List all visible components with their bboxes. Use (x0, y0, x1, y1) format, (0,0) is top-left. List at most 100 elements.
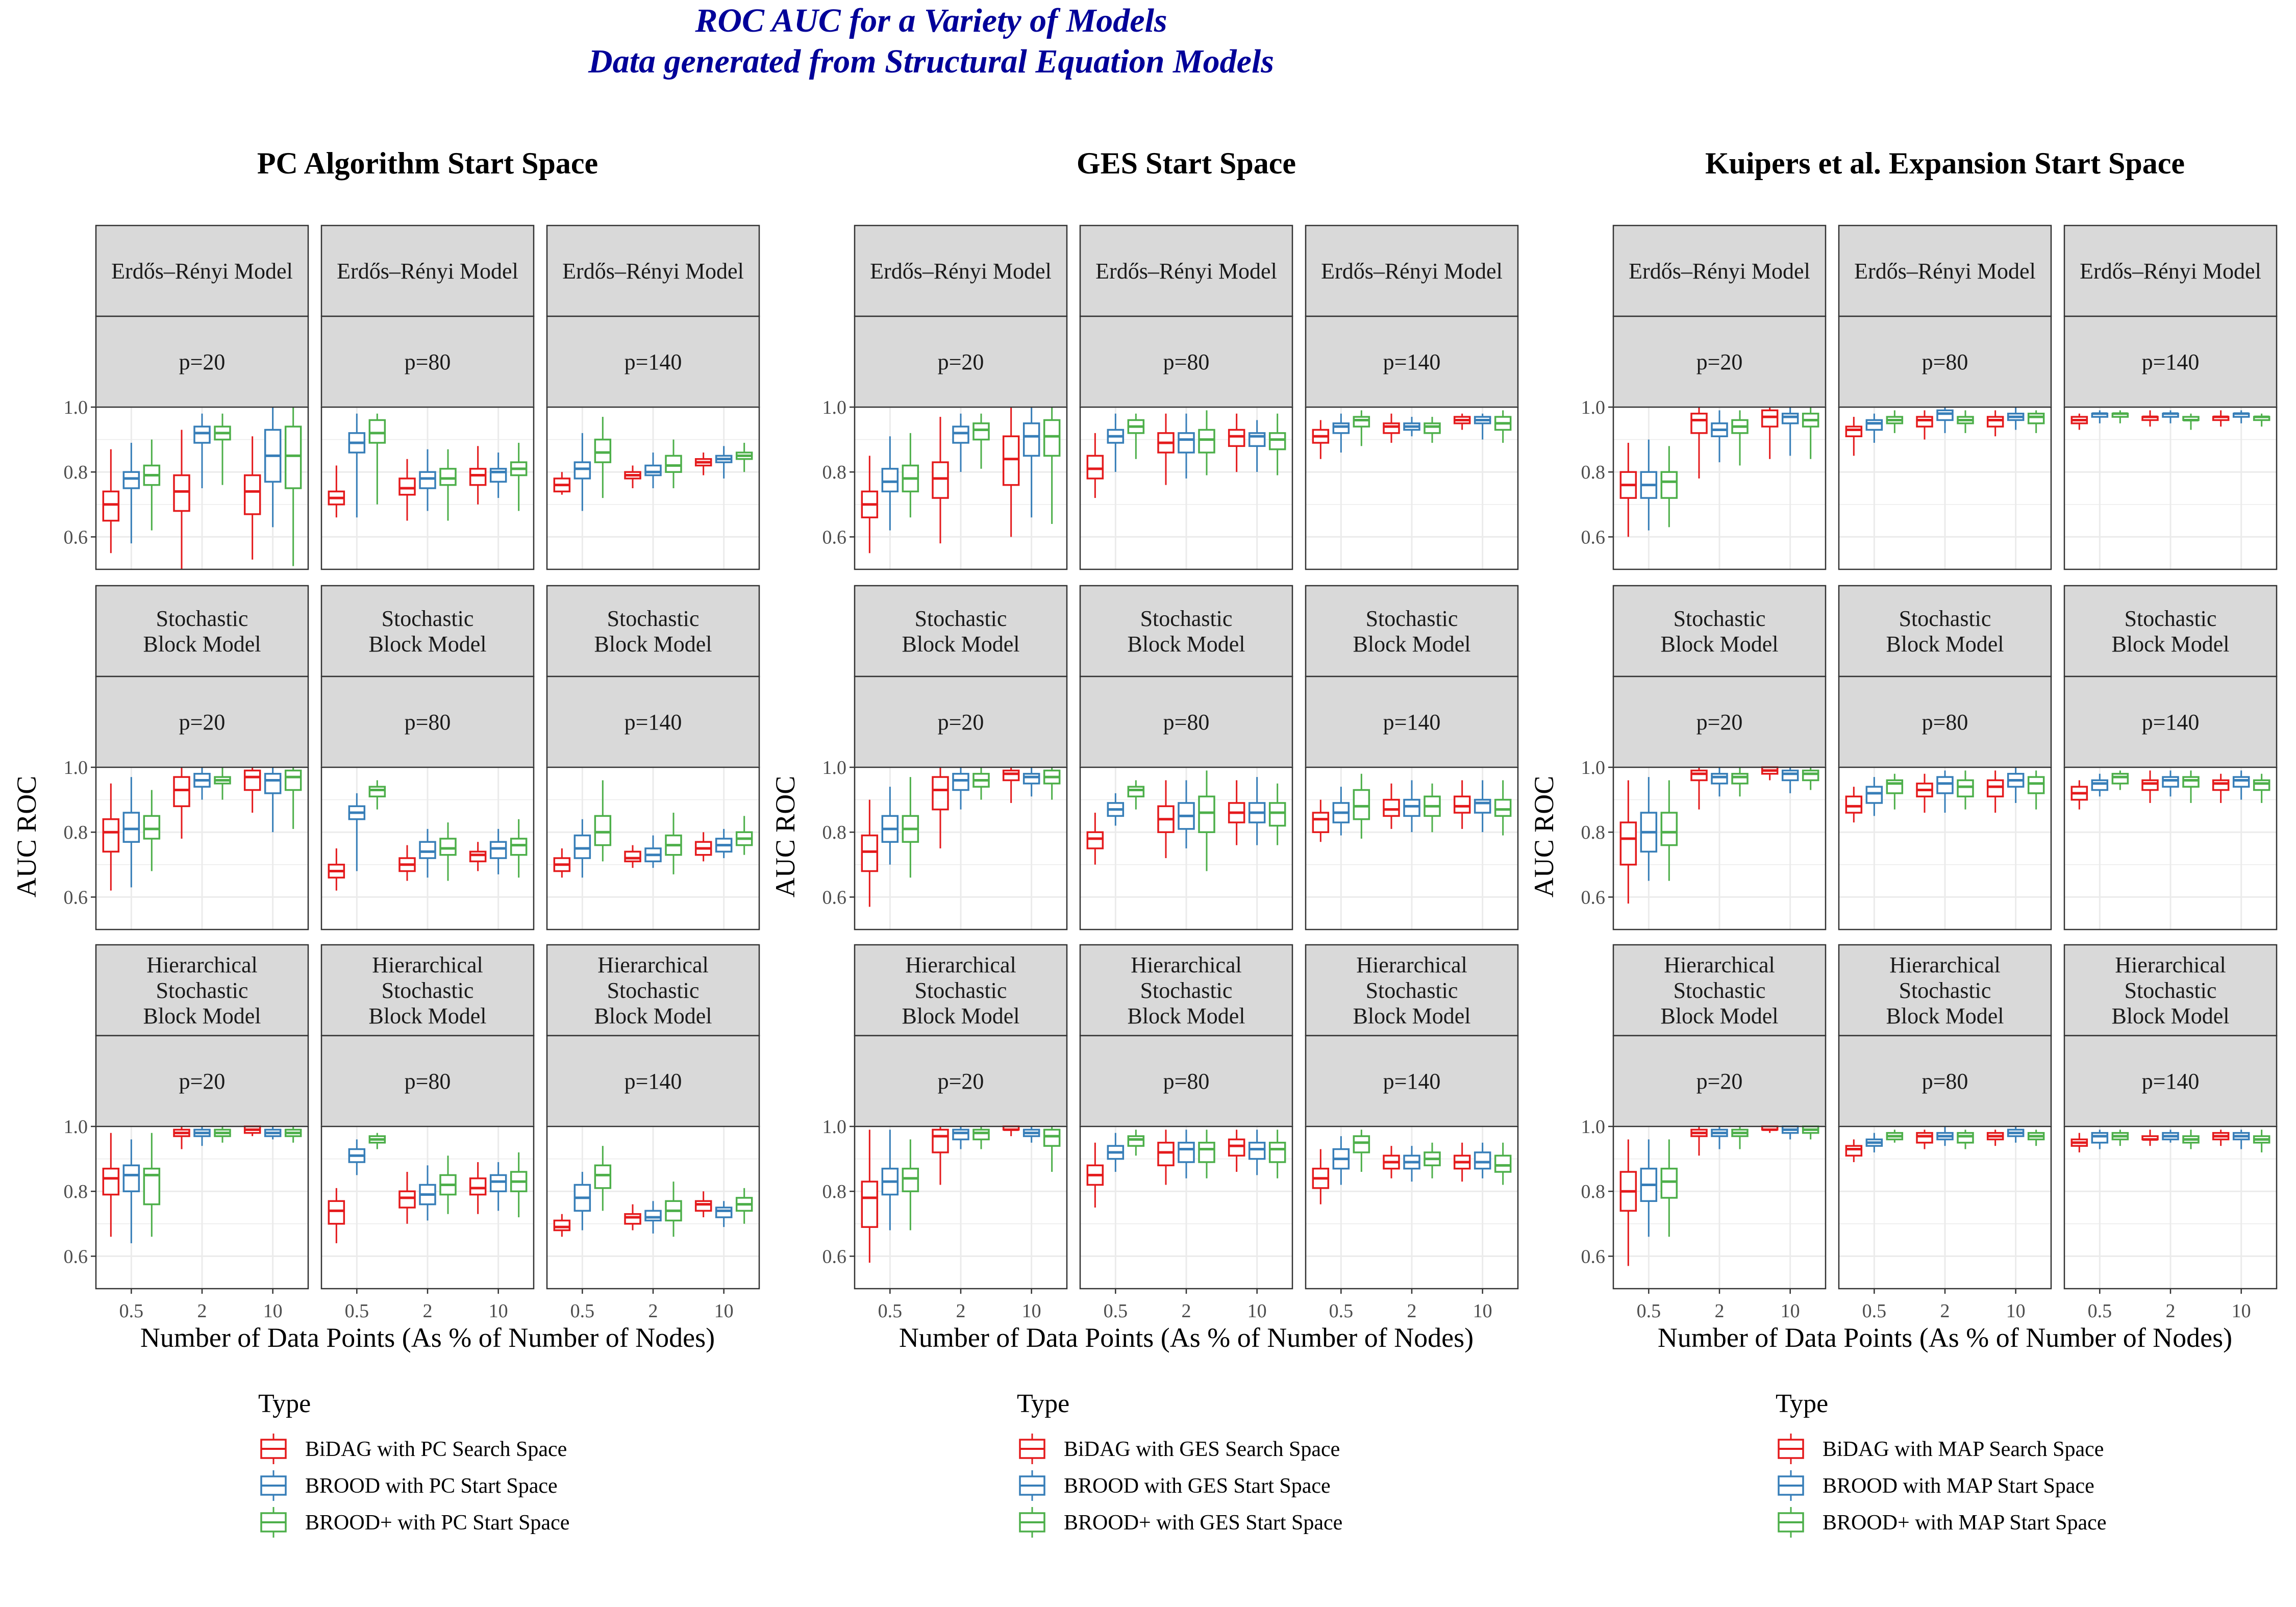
boxplot-2-series-2 (1936, 1126, 1954, 1146)
boxplot-0.5-series-3 (594, 417, 612, 498)
row-strip-label: Block Model (1886, 632, 2004, 657)
box (1845, 795, 1863, 814)
row-strip-label: Erdős–Rényi Model (2080, 259, 2261, 284)
x-tick-label: 2 (197, 1300, 207, 1322)
row-strip-label: Erdős–Rényi Model (562, 259, 744, 284)
boxplot-10-series-2 (715, 828, 733, 859)
col-strip (1079, 315, 1293, 408)
boxplot-0.5-series-3 (2111, 410, 2129, 423)
boxplot-2-series-2 (1403, 417, 1420, 437)
boxplot-10-series-2 (1248, 420, 1266, 472)
boxplot-10-series-3 (1494, 780, 1512, 836)
box (1332, 422, 1350, 434)
row-strip-label: Erdős–Rényi Model (337, 259, 518, 284)
row-strip-label: Erdős–Rényi Model (870, 259, 1052, 284)
boxplot-0.5-series-1 (1086, 813, 1104, 865)
box (1178, 432, 1195, 454)
panel-r1-c1: Erdős–Rényi Model p=20 0.6 0.8 1.0 (64, 224, 309, 570)
row-strip (1838, 585, 2052, 677)
boxplot-0.5-series-2 (881, 787, 899, 865)
box (1127, 1135, 1145, 1147)
boxplot-10-series-2 (1022, 1126, 1040, 1143)
box (644, 464, 662, 476)
boxplot-2-series-2 (1403, 780, 1420, 833)
box (1022, 422, 1040, 457)
boxplot-10-series-2 (1248, 1129, 1266, 1175)
boxplot-10-series-1 (1761, 407, 1779, 459)
x-tick-label: 2 (1940, 1300, 1950, 1322)
boxplot-10-series-2 (1474, 780, 1491, 833)
boxplot-10-series-1 (694, 453, 712, 475)
col-strip (546, 675, 760, 768)
boxplot-2-series-1 (932, 1126, 949, 1185)
x-tick-label: 10 (1473, 1300, 1492, 1322)
boxplot-10-series-3 (2027, 1129, 2045, 1146)
row-strip-label: Hierarchical (597, 952, 708, 977)
panel-border (854, 766, 1068, 931)
boxplot-0.5-series-1 (1312, 420, 1330, 459)
boxplot-10-series-3 (735, 442, 753, 472)
box (1690, 412, 1708, 434)
col-strip-label: p=80 (1163, 710, 1210, 735)
box (368, 786, 386, 797)
boxplot-0.5-series-2 (2091, 410, 2109, 423)
boxplot-2-series-3 (972, 767, 990, 800)
box (419, 841, 436, 859)
boxplot-10-series-1 (1986, 1129, 2004, 1146)
row-strip-label: Stochastic (607, 978, 700, 1003)
boxplot-10-series-1 (1986, 410, 2004, 437)
row-strip-label: Block Model (594, 1003, 712, 1028)
boxplot-10-series-2 (2007, 407, 2025, 430)
col-strip (1305, 675, 1519, 768)
row-strip-label: Stochastic (1674, 978, 1766, 1003)
boxplot-10-series-2 (264, 407, 282, 528)
row-strip (2063, 944, 2278, 1037)
panel-r1-c3: Erdős–Rényi Model p=140 (2063, 224, 2278, 570)
panel-border (1079, 766, 1293, 931)
col-strip-label: p=80 (1922, 1069, 1968, 1094)
boxplot-10-series-2 (2007, 1126, 2025, 1143)
legend-label: BiDAG with MAP Search Space (1823, 1438, 2104, 1461)
y-tick-label: 0.6 (64, 887, 88, 908)
row-strip-label: Block Model (143, 632, 261, 657)
legend-label: BiDAG with GES Search Space (1064, 1438, 1340, 1461)
row-strip (1612, 224, 1827, 317)
row-strip-label: Block Model (1128, 632, 1245, 657)
panel-border (2063, 766, 2278, 931)
boxplot-10-series-3 (1802, 407, 1819, 459)
box (469, 850, 487, 863)
col-strip (546, 1035, 760, 1127)
box (1403, 798, 1420, 817)
boxplot-2-series-1 (173, 1126, 190, 1149)
boxplot-2-series-3 (665, 439, 682, 488)
boxplot-2-series-1 (398, 459, 416, 521)
box (594, 1164, 612, 1189)
box (1198, 795, 1215, 833)
panel-border (1838, 766, 2052, 931)
boxplot-10-series-3 (1043, 767, 1061, 800)
x-tick-label: 2 (1407, 1300, 1417, 1322)
box (1474, 798, 1491, 814)
box (1761, 409, 1779, 428)
row-strip-label: Hierarchical (1356, 952, 1467, 977)
row-strip-label: Block Model (2112, 632, 2230, 657)
boxplot-2-series-2 (419, 449, 436, 511)
y-tick-label: 0.8 (822, 822, 847, 843)
boxplot-10-series-2 (1022, 407, 1040, 518)
col-strip-label: p=140 (1383, 710, 1441, 735)
boxplot-2-series-3 (665, 1182, 682, 1237)
x-tick-label: 0.5 (2088, 1300, 2112, 1322)
box (902, 1167, 919, 1192)
boxplot-0.5-series-1 (1086, 1142, 1104, 1208)
boxplot-2-series-2 (2162, 770, 2179, 797)
row-strip-label: Hierarchical (1664, 952, 1775, 977)
y-tick-label: 1.0 (64, 397, 88, 418)
boxplot-2-series-2 (2162, 410, 2179, 423)
row-strip-label: Hierarchical (2115, 952, 2226, 977)
row-strip-label: Block Model (143, 1003, 261, 1028)
panel-border (546, 406, 760, 570)
box (1865, 786, 1883, 804)
